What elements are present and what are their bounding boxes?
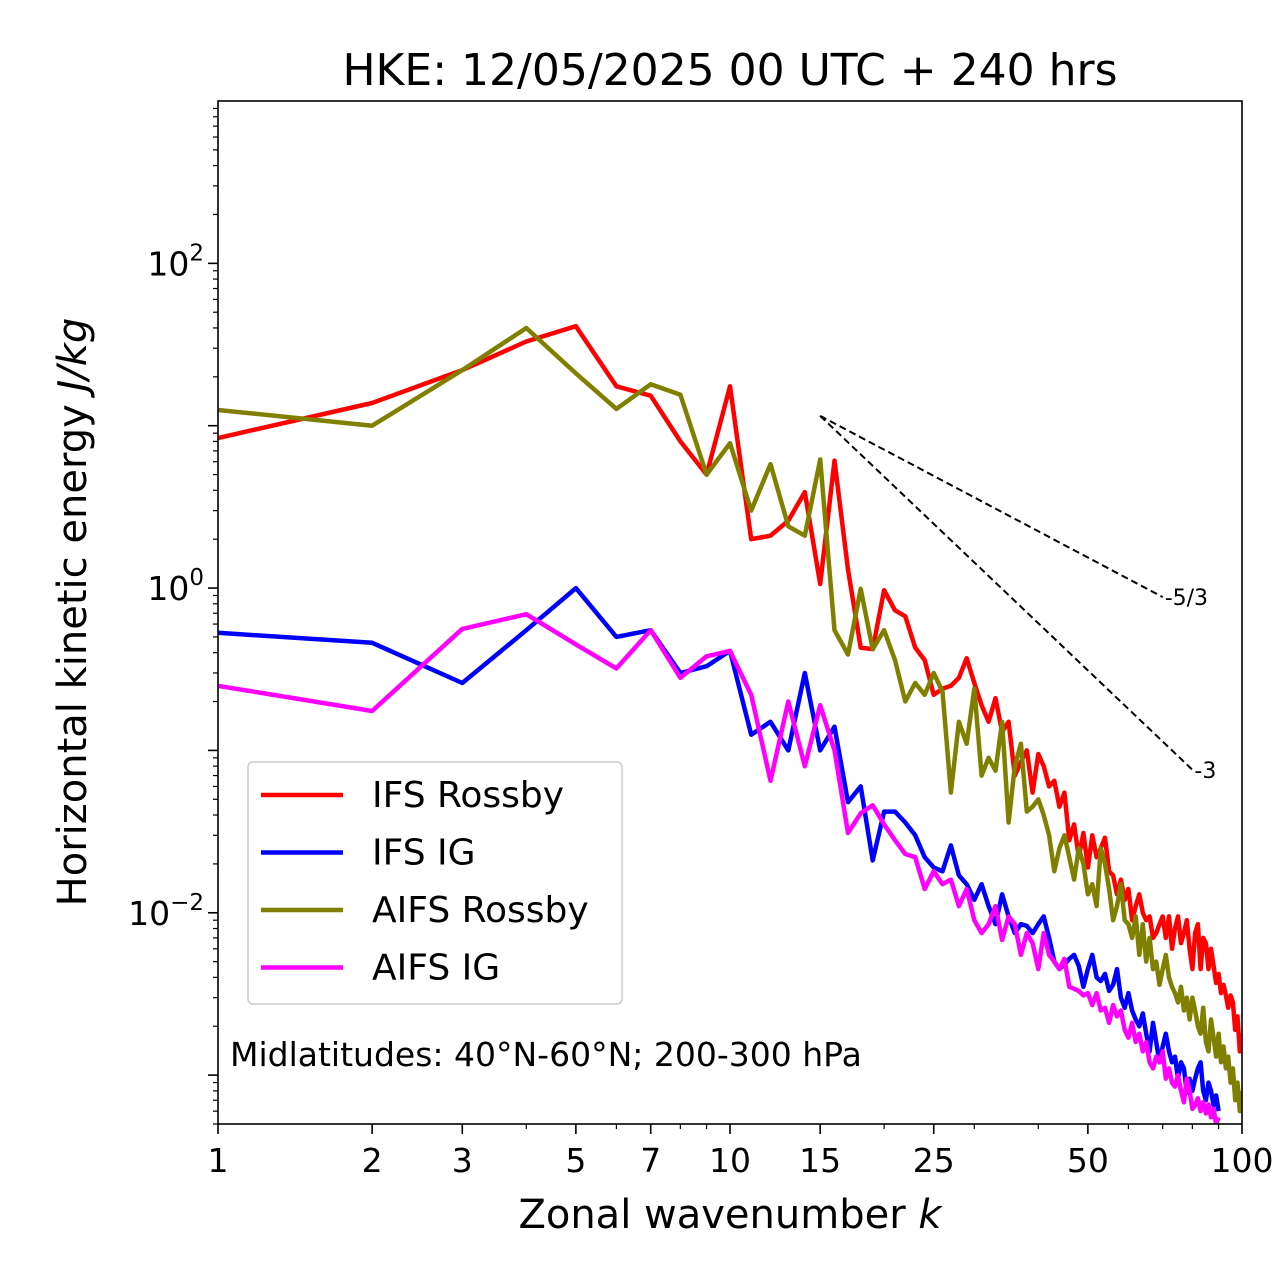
x-tick-label: 1 xyxy=(208,1141,229,1180)
reference-line-1 xyxy=(819,415,1194,771)
y-axis-label: Horizontal kinetic energy J/kg xyxy=(50,318,96,907)
series-layer xyxy=(218,323,1242,1124)
legend-label-2: AIFS Rossby xyxy=(372,890,589,931)
legend-label-3: AIFS IG xyxy=(372,948,500,989)
x-tick-label: 2 xyxy=(362,1141,383,1180)
x-tick-label: 10 xyxy=(709,1141,751,1180)
x-tick-label: 15 xyxy=(799,1141,841,1180)
series-line-3 xyxy=(218,611,1221,1124)
x-axis-label-var: k xyxy=(918,1192,943,1238)
y-tick-label: 10−2 xyxy=(128,890,204,933)
x-tick-label: 50 xyxy=(1067,1141,1109,1180)
chart-title: HKE: 12/05/2025 00 UTC + 240 hrs xyxy=(342,45,1117,96)
y-axis-label-text: Horizontal kinetic energy xyxy=(50,404,96,906)
legend-label-0: IFS Rossby xyxy=(372,775,564,816)
reference-slopes: -5/3 -3 xyxy=(819,414,1216,784)
legend-label-1: IFS IG xyxy=(372,833,476,874)
y-axis-label-units: J/kg xyxy=(50,318,96,399)
y-tick-label: 100 xyxy=(147,565,204,608)
x-axis-label: Zonal wavenumber k xyxy=(518,1192,943,1238)
x-tick-label: 3 xyxy=(452,1141,473,1180)
reference-label-0: -5/3 xyxy=(1165,586,1208,611)
axis-ticks: 1 2 3 5 7 10 15 25 50 100 102 100 10−2 xyxy=(128,107,1274,1180)
reference-label-1: -3 xyxy=(1194,759,1216,784)
series-line-0 xyxy=(218,323,1242,1054)
y-tick-label: 102 xyxy=(147,240,204,283)
x-tick-label: 5 xyxy=(565,1141,586,1180)
series-line-2 xyxy=(218,325,1242,1114)
x-axis-label-text: Zonal wavenumber xyxy=(518,1192,906,1238)
legend-entries: IFS Rossby IFS IG AIFS Rossby AIFS IG xyxy=(261,775,589,989)
x-tick-label: 7 xyxy=(640,1141,661,1180)
region-annotation: Midlatitudes: 40°N-60°N; 200-300 hPa xyxy=(230,1035,862,1074)
x-tick-label: 25 xyxy=(913,1141,955,1180)
x-tick-label: 100 xyxy=(1211,1141,1274,1180)
reference-line-0 xyxy=(819,414,1164,598)
legend-frame xyxy=(247,761,623,1005)
legend: IFS Rossby IFS IG AIFS Rossby AIFS IG xyxy=(247,761,623,1005)
